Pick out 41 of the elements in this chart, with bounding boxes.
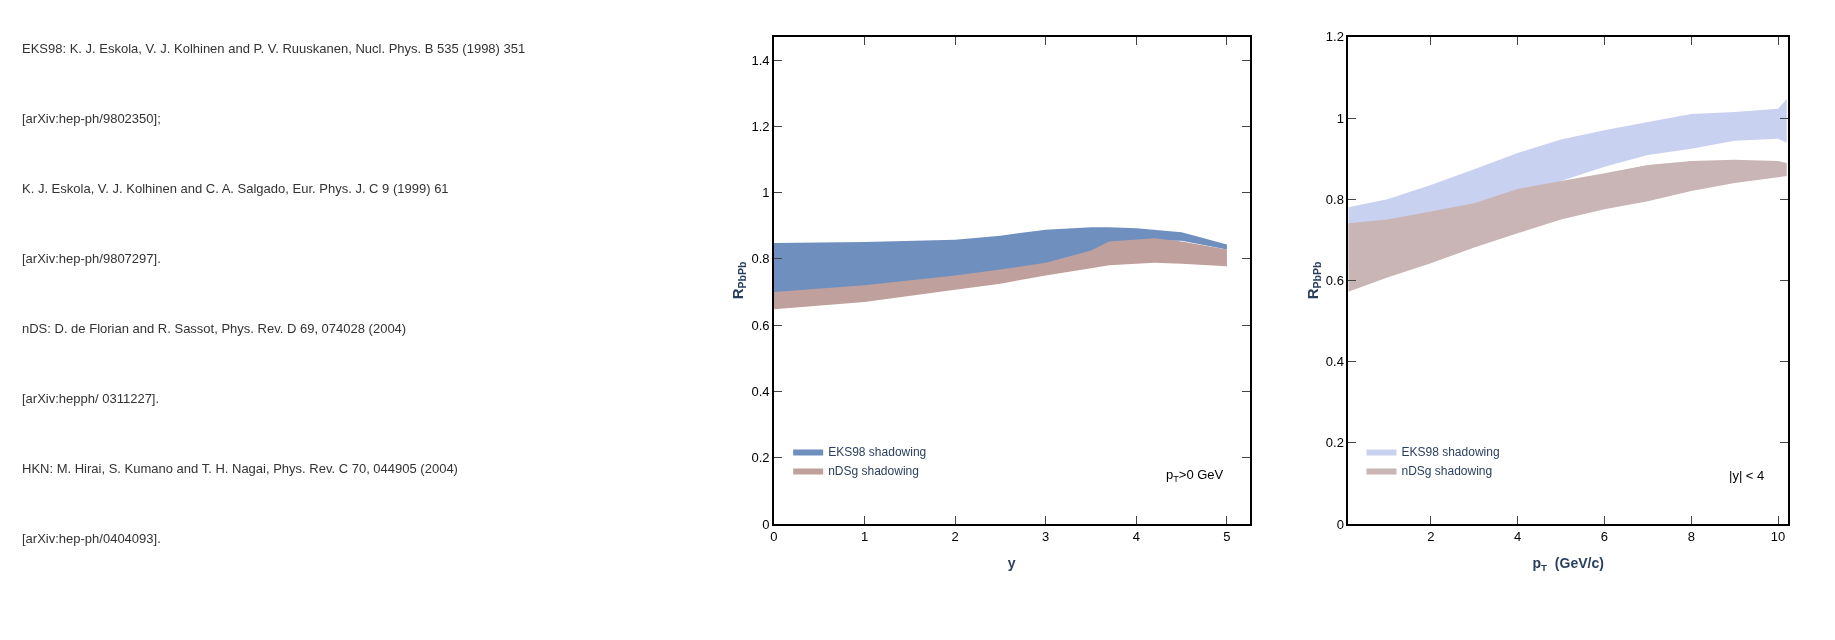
y-tick-label: 1.4: [751, 52, 770, 68]
x-axis-title: p$_{T}$ (GeV/c): [1532, 555, 1604, 574]
text: [arXiv:hep-ph/9807297].: [22, 251, 161, 266]
y-tick-label: 1: [762, 185, 770, 201]
x-tick-label: 2: [1427, 529, 1435, 545]
x-axis-title: y: [1007, 555, 1016, 572]
text: [arXiv:hep-ph/9802350];: [22, 111, 161, 126]
text: HKN: M. Hirai, S. Kumano and T. H. Nagai, Phys. Rev. C 70, 044905 (2004): [22, 461, 458, 476]
legend-label: nDSg shadowing: [828, 464, 919, 479]
legend-label: EKS98 shadowing: [828, 445, 927, 460]
x-tick-label: 4: [1132, 529, 1140, 545]
text: [arXiv:hepph/ 0311227].: [22, 391, 160, 406]
x-tick-label: 4: [1513, 529, 1522, 545]
y-tick-label: 0.4: [1325, 354, 1344, 370]
y-tick-label: 0.6: [1325, 272, 1344, 288]
annotation: |y| < 4: [1729, 468, 1765, 483]
y-tick-label: 0.2: [1325, 435, 1344, 451]
annotation: p$_{T}$>0 GeV: [1166, 467, 1224, 484]
x-tick-label: 1: [860, 529, 869, 545]
x-tick-label: 10: [1770, 529, 1786, 545]
y-tick-label: 1: [1336, 110, 1344, 126]
y-tick-label: 1.2: [1325, 29, 1344, 45]
y-tick-label: 0: [762, 516, 770, 532]
text: [arXiv:hep-ph/0404093].: [22, 531, 161, 546]
y-tick-label: 1.2: [751, 118, 770, 134]
x-tick-label: 5: [1223, 529, 1231, 545]
y-tick-label: 0.8: [1325, 191, 1344, 207]
x-tick-label: 2: [951, 529, 959, 545]
legend-label: nDSg shadowing: [1401, 464, 1493, 479]
x-tick-label: 6: [1600, 529, 1609, 545]
y-tick-label: 0: [1336, 516, 1344, 532]
y-tick-label: 0.2: [751, 450, 770, 466]
x-tick-label: 3: [1042, 529, 1050, 545]
y-tick-label: 0.4: [751, 383, 770, 399]
y-tick-label: 0.6: [751, 317, 770, 333]
text: nDS: D. de Florian and R. Sassot, Phys. Rev. D 69, 074028 (2004): [22, 321, 407, 336]
legend-label: EKS98 shadowing: [1401, 445, 1500, 460]
x-tick-label: 8: [1687, 529, 1695, 545]
text: K. J. Eskola, V. J. Kolhinen and C. A. Salgado, Eur. Phys. J. C 9 (1999) 61: [22, 181, 449, 196]
y-tick-label: 0.8: [751, 251, 770, 267]
text: EKS98: K. J. Eskola, V. J. Kolhinen and P. V. Ruuskanen, Nucl. Phys. B 535 (1998) 351: [22, 41, 526, 56]
